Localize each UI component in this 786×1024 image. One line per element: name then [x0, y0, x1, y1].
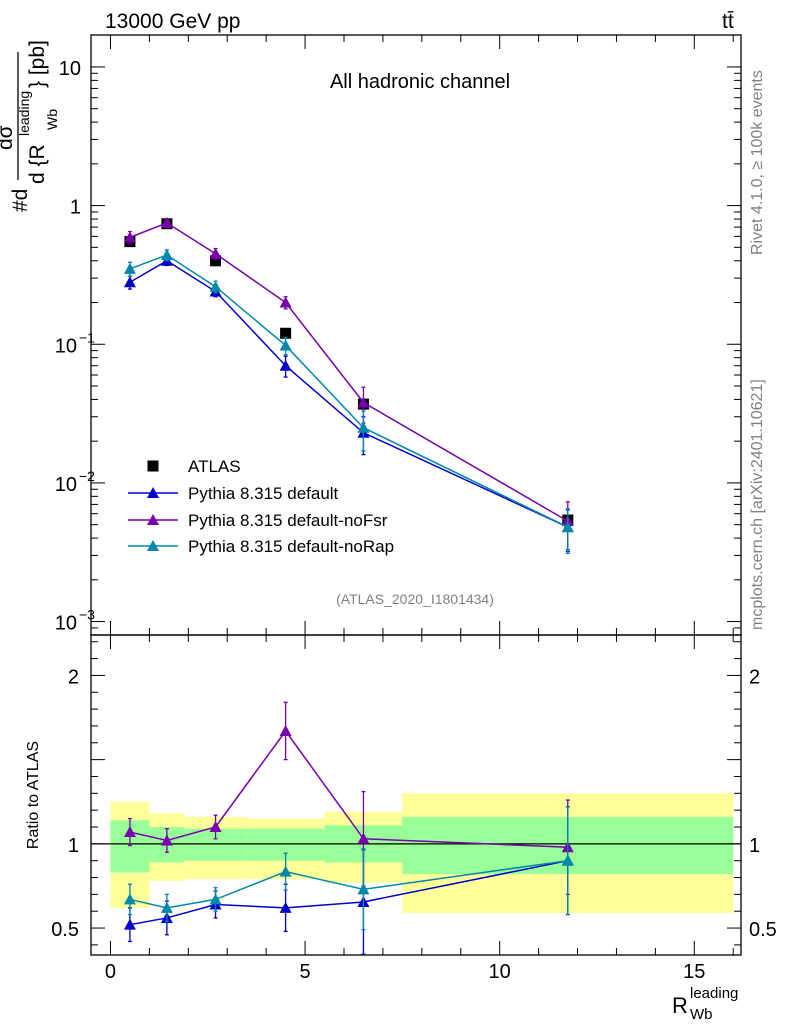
legend-marker [147, 460, 159, 472]
data-point [123, 276, 136, 288]
data-point [280, 327, 292, 339]
y-tick-exponent: −2 [79, 468, 95, 484]
ratio-panel: 0.5 0.5 1 1 2 2 0 5 10 15 Ratio to ATLAS R leadin… [25, 634, 777, 1023]
ratio-frame [90, 634, 742, 956]
y-tick-label: 10 [59, 58, 81, 80]
ylabel-denominator: d {R [26, 144, 49, 184]
legend-marker [147, 514, 159, 525]
main-ylabel: #d dσ d {R leading Wb } [pb] [0, 40, 60, 212]
data-point [160, 216, 173, 228]
x-axis-label: R leading Wb [672, 985, 738, 1023]
series-line [129, 729, 568, 848]
y-tick-label: 1 [70, 197, 81, 219]
data-point [160, 249, 173, 261]
ylabel-numerator: dσ [0, 125, 17, 150]
data-point [123, 262, 136, 274]
data-point [210, 255, 222, 267]
series-pythia-8-315-default-nofsr [123, 216, 574, 551]
series-pythia-8-315-default-norap [123, 249, 574, 555]
ylabel-super: leading [16, 91, 32, 136]
x-tick-label: 15 [683, 961, 705, 983]
series-line [129, 859, 568, 909]
ratio-y-tick-label: 0.5 [51, 919, 79, 941]
data-point [123, 231, 136, 243]
legend-item: Pythia 8.315 default [128, 484, 339, 503]
data-point [279, 339, 292, 351]
data-point [279, 725, 292, 736]
data-point [160, 834, 173, 846]
legend-label: ATLAS [188, 457, 241, 476]
data-point [123, 893, 136, 905]
legend-item: Pythia 8.315 default-noFsr [128, 511, 388, 530]
ylabel-unit: } [pb] [26, 40, 49, 88]
legend-label: Pythia 8.315 default-noFsr [188, 511, 388, 530]
series-atlas [124, 218, 574, 526]
process-label: tt̄ [722, 10, 734, 33]
x-tick-label: 0 [105, 961, 116, 983]
x-tick-label: 10 [489, 961, 511, 983]
xlabel-sub: Wb [690, 1006, 713, 1023]
ratio-ylabel: Ratio to ATLAS [25, 741, 42, 849]
rivet-version-label: Rivet 4.1.0, ≥ 100k events [749, 70, 766, 255]
main-ylabel-text: #d [9, 189, 32, 212]
analysis-label: (ATLAS_2020_I1801434) [336, 591, 494, 607]
data-point [279, 901, 292, 913]
ylabel-sub: Wb [44, 109, 60, 130]
y-tick-label: 10 [55, 335, 77, 357]
data-point [357, 883, 370, 895]
xlabel-main: R [672, 993, 688, 1018]
legend: ATLAS Pythia 8.315 default Pythia 8.315 de… [128, 457, 394, 556]
chart-title: All hadronic channel [330, 71, 510, 93]
ratio-y-tick-label: 2 [68, 666, 79, 688]
data-point [209, 821, 222, 832]
series-line [129, 259, 569, 528]
data-point [357, 396, 370, 408]
data-point [209, 247, 222, 259]
energy-label: 13000 GeV pp [105, 10, 240, 33]
series-line [129, 222, 569, 522]
legend-marker [147, 540, 159, 551]
ratio-y-tick-label-right: 2 [749, 666, 760, 688]
data-point [561, 854, 574, 866]
y-tick-exponent: −1 [79, 329, 95, 345]
legend-item: Pythia 8.315 default-noRap [128, 537, 394, 556]
series-line [129, 859, 568, 926]
ratio-y-tick-label-right: 1 [749, 835, 760, 857]
legend-marker [147, 487, 159, 498]
legend-label: Pythia 8.315 default-noRap [188, 537, 394, 556]
data-point [209, 280, 222, 292]
data-point [357, 421, 370, 433]
legend-label: Pythia 8.315 default [188, 484, 339, 503]
ratio-y-tick-label-right: 0.5 [749, 919, 777, 941]
data-point [123, 918, 136, 930]
series-line [129, 254, 569, 528]
ratio-series-pythia-8-315-default-norap [123, 806, 574, 931]
data-point [357, 832, 370, 844]
y-tick-exponent: −3 [79, 607, 95, 623]
y-tick-label: 10 [55, 474, 77, 496]
data-point [279, 296, 292, 308]
legend-item: ATLAS [147, 457, 241, 476]
xlabel-super: leading [690, 985, 738, 1002]
data-point [160, 901, 173, 913]
ratio-y-tick-label: 1 [68, 835, 79, 857]
data-point [123, 826, 136, 838]
data-point [209, 893, 222, 905]
data-point [279, 865, 292, 877]
mcplots-label: mcplots.cern.ch [arXiv:2401.10621] [749, 379, 766, 630]
x-tick-label: 5 [300, 961, 311, 983]
data-point [561, 521, 574, 533]
series-pythia-8-315-default [123, 254, 574, 553]
data-point [279, 359, 292, 371]
y-tick-label: 10 [55, 613, 77, 635]
